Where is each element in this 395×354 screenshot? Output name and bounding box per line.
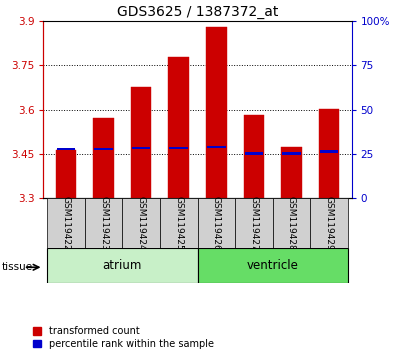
Text: GSM119429: GSM119429 (325, 196, 333, 250)
Bar (160, 198, 198, 248)
Bar (57, 148, 75, 150)
Bar (94, 148, 113, 150)
Bar (198, 248, 348, 283)
Text: GSM119425: GSM119425 (174, 196, 183, 250)
Bar (132, 147, 150, 149)
Bar (207, 146, 226, 148)
Text: GSM119427: GSM119427 (249, 196, 258, 250)
Bar (310, 198, 348, 248)
Bar (320, 150, 338, 153)
Bar (319, 109, 339, 198)
Bar (93, 118, 114, 198)
Bar (47, 198, 85, 248)
Bar (235, 198, 273, 248)
Text: GSM119426: GSM119426 (212, 196, 221, 250)
Text: atrium: atrium (103, 259, 142, 272)
Bar (122, 198, 160, 248)
Bar (169, 147, 188, 149)
Bar (244, 115, 264, 198)
Bar (281, 148, 302, 198)
Bar (198, 198, 235, 248)
Bar (282, 152, 301, 155)
Bar (47, 248, 198, 283)
Text: GSM119424: GSM119424 (137, 196, 146, 250)
Bar (85, 198, 122, 248)
Text: GSM119423: GSM119423 (99, 196, 108, 250)
Bar (131, 87, 151, 198)
Text: tissue: tissue (2, 262, 33, 272)
Text: ventricle: ventricle (247, 259, 299, 272)
Bar (206, 27, 227, 198)
Text: GSM119428: GSM119428 (287, 196, 296, 250)
Bar (245, 152, 263, 155)
Text: GSM119422: GSM119422 (62, 196, 70, 250)
Title: GDS3625 / 1387372_at: GDS3625 / 1387372_at (117, 5, 278, 19)
Bar (273, 198, 310, 248)
Legend: transformed count, percentile rank within the sample: transformed count, percentile rank withi… (32, 326, 214, 349)
Bar (168, 57, 189, 198)
Bar (56, 150, 76, 198)
